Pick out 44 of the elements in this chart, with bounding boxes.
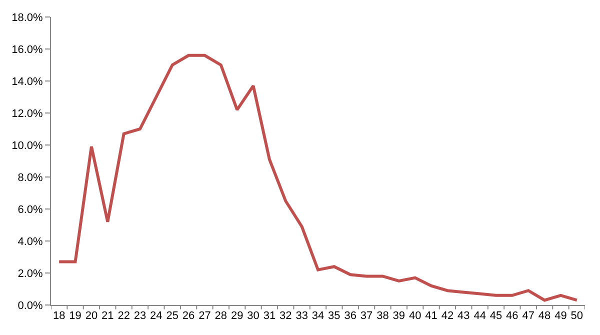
y-tick-label: 6.0% (18, 204, 44, 216)
x-tick-label: 36 (344, 310, 356, 322)
y-tick-label: 8.0% (18, 172, 44, 184)
x-tick-label: 43 (458, 310, 470, 322)
x-tick-label: 33 (296, 310, 308, 322)
x-tick-label: 23 (134, 310, 146, 322)
x-tick-label: 34 (312, 310, 324, 322)
x-tick-label: 31 (263, 310, 276, 322)
x-tick-label: 40 (408, 310, 422, 322)
x-tick-label: 49 (554, 310, 567, 322)
y-tick-label: 18.0% (12, 12, 44, 24)
x-tick-label: 37 (360, 310, 373, 322)
x-tick-label: 25 (166, 310, 178, 322)
x-tick-label: 50 (570, 310, 584, 322)
x-tick-label: 21 (102, 310, 114, 322)
y-tick-label: 14.0% (12, 76, 44, 88)
x-tick-label: 27 (198, 310, 211, 322)
y-tick-label: 12.0% (12, 108, 44, 120)
x-tick-label: 45 (490, 310, 502, 322)
x-tick-label: 24 (150, 310, 162, 322)
x-tick-label: 22 (118, 310, 130, 322)
line-series (58, 54, 578, 302)
x-tick-label: 19 (69, 310, 82, 322)
x-tick-label: 47 (522, 310, 534, 322)
x-tick-label: 28 (214, 310, 228, 322)
y-tick-label: 10.0% (12, 140, 44, 152)
x-tick-label: 18 (52, 310, 66, 322)
x-tick-label: 29 (230, 310, 244, 322)
x-tick-label: 32 (280, 310, 292, 322)
y-tick-label: 16.0% (12, 44, 44, 56)
x-tick-label: 26 (182, 310, 195, 322)
x-tick-label: 30 (247, 310, 260, 322)
x-tick-label: 44 (474, 310, 486, 322)
x-tick-label: 38 (376, 310, 389, 322)
y-tick-label: 2.0% (18, 268, 44, 280)
x-tick-label: 48 (538, 310, 551, 322)
y-tick-label: 0.0% (18, 300, 44, 312)
x-tick-label: 35 (328, 310, 340, 322)
x-tick-label: 20 (85, 310, 98, 322)
x-tick-label: 42 (441, 310, 454, 322)
x-tick-label: 41 (425, 310, 438, 322)
x-tick-label: 46 (506, 310, 518, 322)
x-tick-label: 39 (392, 310, 406, 322)
y-tick-label: 4.0% (18, 236, 44, 248)
